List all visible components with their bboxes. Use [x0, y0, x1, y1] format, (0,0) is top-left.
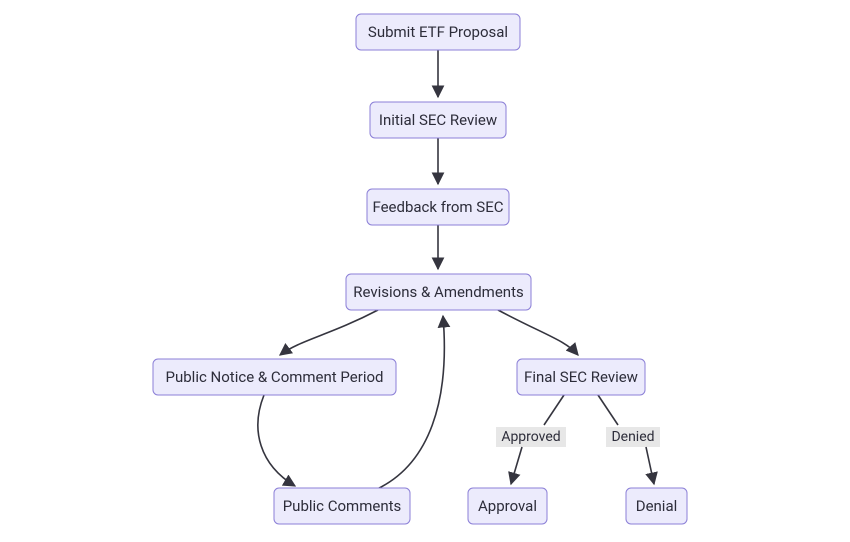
node-comments: Public Comments: [274, 488, 410, 524]
node-notice: Public Notice & Comment Period: [153, 359, 396, 395]
edge-label: Denied: [611, 429, 654, 445]
flowchart-canvas: Approved Denied Submit ETF Proposal Initia…: [0, 0, 850, 542]
node-label: Feedback from SEC: [372, 198, 503, 216]
node-label: Approval: [478, 497, 537, 515]
edge-final-to-denial: Denied: [598, 395, 660, 484]
node-initial: Initial SEC Review: [370, 102, 506, 138]
node-label: Initial SEC Review: [379, 111, 497, 129]
edge-final-to-approval: Approved: [496, 395, 566, 484]
edge-revise-to-final: [498, 310, 578, 355]
node-revise: Revisions & Amendments: [346, 274, 531, 310]
node-label: Revisions & Amendments: [353, 283, 523, 301]
node-denial: Denial: [626, 488, 687, 524]
node-feedback: Feedback from SEC: [367, 189, 509, 225]
edge-revise-to-notice: [280, 310, 378, 355]
edge-comments-to-revise: [375, 316, 444, 490]
node-label: Public Comments: [283, 497, 402, 515]
edge-label: Approved: [501, 429, 560, 445]
node-label: Submit ETF Proposal: [368, 23, 508, 41]
node-final: Final SEC Review: [517, 359, 645, 395]
node-submit: Submit ETF Proposal: [356, 14, 520, 50]
node-label: Public Notice & Comment Period: [166, 368, 384, 386]
edge-notice-to-comments: [258, 395, 295, 486]
node-approval: Approval: [468, 488, 547, 524]
node-label: Denial: [636, 497, 678, 515]
node-label: Final SEC Review: [524, 368, 638, 386]
